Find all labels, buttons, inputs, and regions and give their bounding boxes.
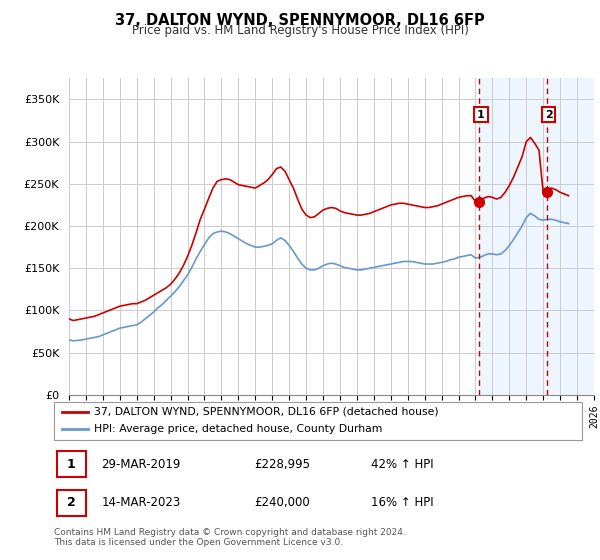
Text: 37, DALTON WYND, SPENNYMOOR, DL16 6FP (detached house): 37, DALTON WYND, SPENNYMOOR, DL16 6FP (d… bbox=[94, 407, 438, 417]
Text: 16% ↑ HPI: 16% ↑ HPI bbox=[371, 496, 433, 509]
Text: Contains HM Land Registry data © Crown copyright and database right 2024.
This d: Contains HM Land Registry data © Crown c… bbox=[54, 528, 406, 547]
Text: 1: 1 bbox=[67, 458, 76, 470]
Bar bbox=[56, 451, 86, 477]
Text: 2: 2 bbox=[545, 110, 553, 120]
Bar bbox=[56, 489, 86, 516]
Bar bbox=[479, 78, 594, 395]
Text: HPI: Average price, detached house, County Durham: HPI: Average price, detached house, Coun… bbox=[94, 424, 382, 435]
Text: 29-MAR-2019: 29-MAR-2019 bbox=[101, 458, 181, 470]
Text: £240,000: £240,000 bbox=[254, 496, 310, 509]
Text: 1: 1 bbox=[477, 110, 485, 120]
Text: Price paid vs. HM Land Registry's House Price Index (HPI): Price paid vs. HM Land Registry's House … bbox=[131, 24, 469, 37]
Text: 14-MAR-2023: 14-MAR-2023 bbox=[101, 496, 181, 509]
Text: 42% ↑ HPI: 42% ↑ HPI bbox=[371, 458, 433, 470]
Text: 2: 2 bbox=[67, 496, 76, 509]
Text: 37, DALTON WYND, SPENNYMOOR, DL16 6FP: 37, DALTON WYND, SPENNYMOOR, DL16 6FP bbox=[115, 13, 485, 29]
Text: £228,995: £228,995 bbox=[254, 458, 311, 470]
